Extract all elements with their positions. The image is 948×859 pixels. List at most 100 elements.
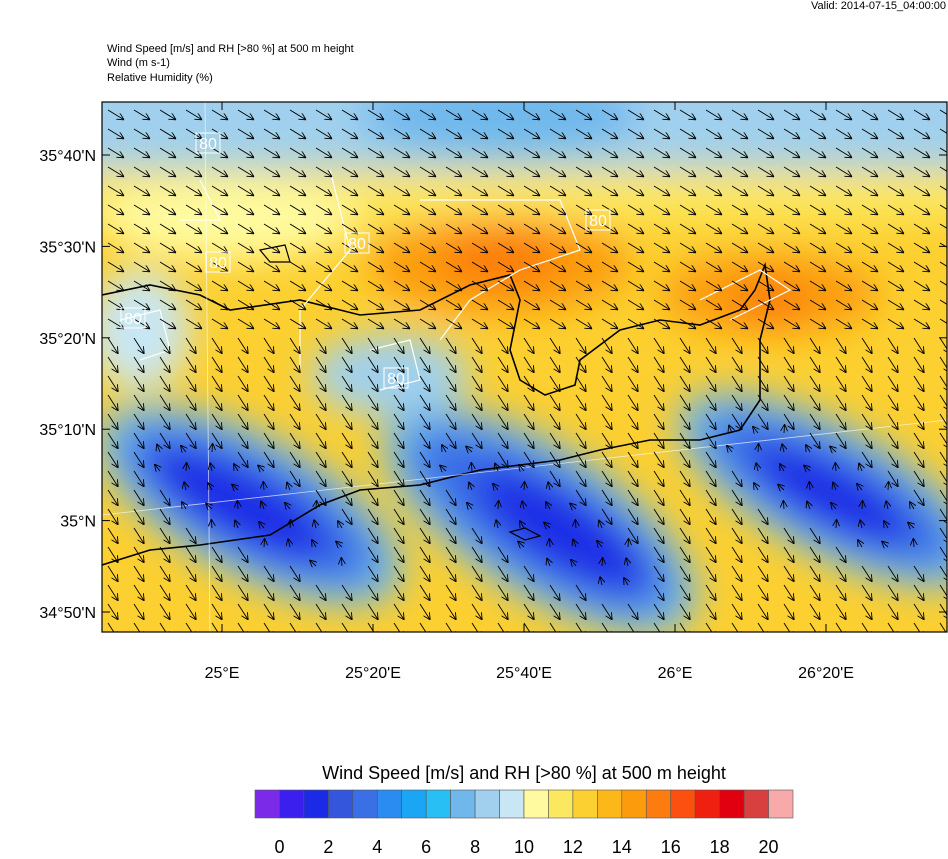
wind-arrow <box>913 318 929 328</box>
wind-arrow <box>939 546 947 562</box>
wind-arrow <box>159 546 170 562</box>
wind-arrow <box>367 166 383 176</box>
wind-arrow <box>263 147 279 157</box>
wind-arrow <box>367 109 383 119</box>
wind-arrow <box>705 242 721 252</box>
wind-arrow <box>315 432 326 448</box>
wind-arrow <box>861 109 877 119</box>
wind-arrow <box>523 432 534 448</box>
wind-arrow <box>523 584 534 600</box>
wind-arrow <box>341 128 357 138</box>
wind-arrow <box>705 128 721 138</box>
x-tick-label: 25°E <box>205 665 240 682</box>
wind-arrow <box>835 242 851 252</box>
wind-arrow <box>393 489 404 505</box>
wind-arrow <box>705 622 716 632</box>
wind-arrow <box>887 223 903 233</box>
wind-arrow <box>835 299 851 309</box>
wind-arrow <box>341 508 352 524</box>
wind-arrow <box>133 185 149 195</box>
wind-arrow <box>159 413 170 429</box>
wind-arrow <box>573 540 576 548</box>
wind-arrow <box>731 166 747 176</box>
wind-arrow <box>679 584 690 600</box>
wind-arrow <box>393 280 409 290</box>
wind-arrow <box>549 223 565 233</box>
wind-arrow <box>523 109 539 119</box>
wind-arrow <box>107 375 118 391</box>
wind-arrow <box>882 542 888 547</box>
wind-arrow <box>809 527 820 543</box>
wind-arrow <box>419 242 435 252</box>
wind-arrow <box>316 501 317 510</box>
wind-arrow <box>263 261 279 271</box>
wind-arrow <box>627 166 643 176</box>
wind-arrow <box>627 242 643 252</box>
wind-arrow <box>133 508 144 524</box>
wind-arrow <box>393 261 409 271</box>
wind-arrow <box>809 584 820 600</box>
wind-arrow <box>601 603 612 619</box>
wind-arrow <box>679 470 690 486</box>
wind-arrow <box>705 432 716 448</box>
wind-arrow <box>679 166 695 176</box>
colorbar-swatch <box>303 789 329 819</box>
wind-arrow <box>182 502 186 509</box>
wind-arrow <box>159 394 170 410</box>
wind-arrow <box>861 261 877 271</box>
wind-arrow <box>679 527 690 543</box>
wind-arrow <box>289 622 300 632</box>
wind-arrow <box>601 280 617 290</box>
wind-arrow <box>185 242 201 252</box>
colorbar-tick-label: 14 <box>612 837 632 854</box>
wind-arrow <box>626 558 628 567</box>
wind-arrow <box>497 261 513 271</box>
wind-arrow <box>263 204 279 214</box>
wind-arrow <box>887 109 903 119</box>
colorbar-swatch <box>254 789 280 819</box>
wind-arrow <box>445 242 461 252</box>
wind-arrow <box>523 242 539 252</box>
wind-arrow <box>757 337 768 353</box>
wind-arrow <box>185 109 201 119</box>
wind-arrow <box>314 520 316 529</box>
x-tick-label: 26°E <box>658 665 693 682</box>
wind-arrow <box>211 318 227 328</box>
wind-arrow <box>653 565 664 581</box>
wind-arrow <box>653 185 669 195</box>
wind-arrow <box>783 299 799 309</box>
wind-arrow <box>497 280 513 290</box>
wind-arrow <box>887 394 898 410</box>
colorbar-tick-label: 0 <box>274 837 284 854</box>
wind-arrow <box>185 394 196 410</box>
wind-arrow <box>367 280 383 290</box>
colorbar-tick-label: 12 <box>563 837 583 854</box>
wind-arrow <box>341 223 357 233</box>
wind-arrow <box>367 527 378 543</box>
wind-arrow <box>705 337 716 353</box>
wind-arrow <box>289 565 300 581</box>
wind-arrow <box>778 485 784 490</box>
wind-arrow <box>497 242 513 252</box>
wind-arrow <box>234 464 238 471</box>
wind-arrow <box>315 299 331 309</box>
wind-arrow <box>570 504 576 509</box>
wind-arrow <box>783 565 794 581</box>
wind-arrow <box>393 204 409 214</box>
wind-arrow <box>809 356 820 372</box>
wind-arrow <box>445 166 461 176</box>
wind-arrow <box>315 261 331 271</box>
wind-arrow <box>705 356 716 372</box>
wind-arrow <box>939 128 947 134</box>
wind-arrow <box>575 451 586 467</box>
wind-arrow <box>211 356 222 372</box>
wind-arrow <box>133 109 149 119</box>
wind-arrow <box>445 584 456 600</box>
wind-arrow <box>185 622 196 632</box>
wind-arrow <box>627 489 638 505</box>
y-tick-label: 35°30'N <box>39 239 96 256</box>
wind-arrow <box>913 603 924 619</box>
wind-arrow <box>341 413 352 429</box>
wind-arrow <box>471 280 487 290</box>
wind-arrow <box>575 337 586 353</box>
